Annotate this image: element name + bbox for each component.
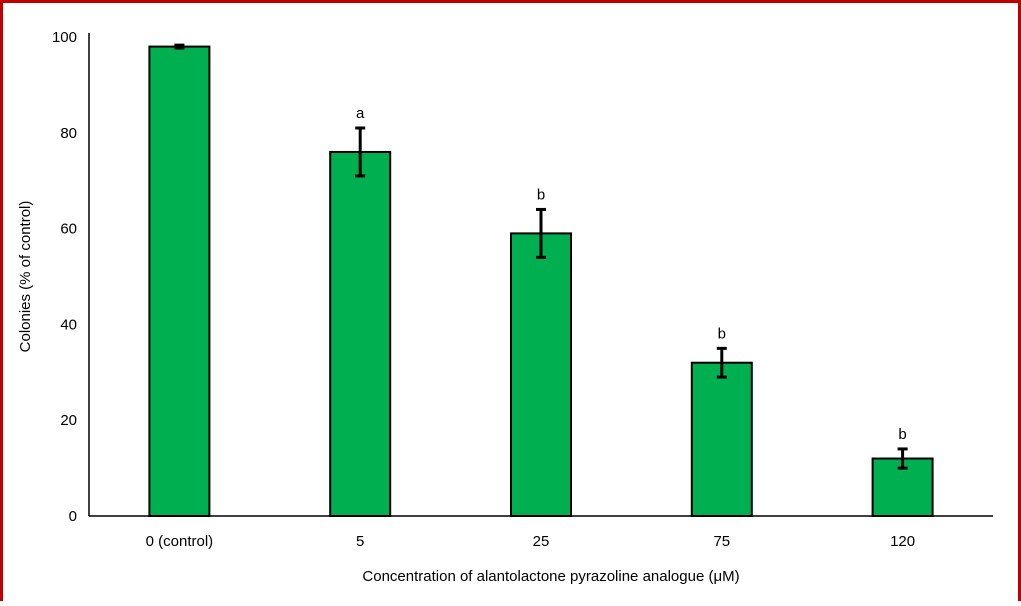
bar xyxy=(329,150,392,518)
x-tick-label: 120 xyxy=(890,533,915,550)
x-tick-label: 0 (control) xyxy=(146,533,214,550)
x-tick-label: 25 xyxy=(533,533,550,550)
x-axis-title: Concentration of alantolactone pyrazolin… xyxy=(362,568,739,585)
x-tick-label: 75 xyxy=(713,533,730,550)
significance-labels: a b b b xyxy=(356,105,907,443)
bar xyxy=(690,361,753,517)
y-axis-title: Colonies (% of control) xyxy=(17,201,34,353)
x-tick-label: 5 xyxy=(356,533,364,550)
y-tick-label: 100 xyxy=(52,29,77,46)
y-tick-label: 60 xyxy=(60,221,77,238)
bar xyxy=(148,45,211,518)
significance-label: a xyxy=(356,105,365,122)
y-tick-label: 20 xyxy=(60,412,77,429)
y-axis-ticks: 0 20 40 60 80 100 xyxy=(52,29,77,525)
significance-label: b xyxy=(718,325,726,342)
bar-chart: 0 20 40 60 80 100 a b b b 0 (control) 5 25 75 120 Co… xyxy=(17,29,993,585)
significance-label: b xyxy=(898,426,906,443)
y-tick-label: 80 xyxy=(60,125,77,142)
x-axis-ticks: 0 (control) 5 25 75 120 xyxy=(146,533,915,550)
error-bars xyxy=(174,43,908,470)
bar xyxy=(510,232,572,517)
bars xyxy=(148,45,934,518)
y-tick-label: 0 xyxy=(69,508,77,525)
y-tick-label: 40 xyxy=(60,316,77,333)
significance-label: b xyxy=(537,186,545,203)
